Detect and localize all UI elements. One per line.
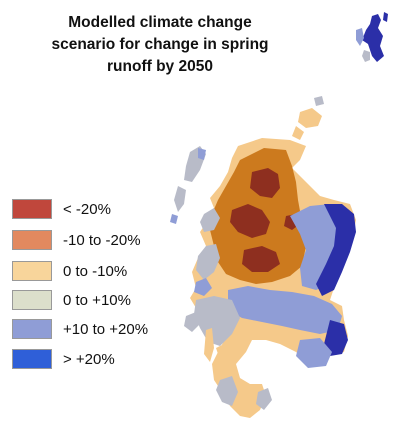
legend-swatch	[12, 319, 52, 339]
shetland-islands	[356, 12, 388, 62]
mull	[194, 278, 212, 296]
orkney-islands	[292, 96, 324, 140]
galloway-grey	[216, 376, 238, 406]
inner-islands	[184, 278, 228, 362]
outer-hebrides	[170, 146, 206, 224]
legend-label: 0 to -10%	[63, 262, 128, 280]
islay	[184, 312, 200, 332]
legend-item-plus-10-to-plus-20: +10 to +20%	[12, 318, 148, 340]
map-title: Modelled climate change scenario for cha…	[42, 12, 278, 78]
legend-label: < -20%	[63, 200, 111, 218]
legend-item-0-to-minus-10: 0 to -10%	[12, 260, 127, 282]
orkney-mainland	[298, 108, 322, 128]
skye-grey	[200, 208, 220, 232]
arran	[216, 344, 228, 360]
east-lothian-dark-blue	[324, 320, 348, 356]
jura	[200, 300, 208, 316]
lewis-north	[198, 148, 206, 160]
title-line-3: runoff by 2050	[107, 58, 213, 75]
orkney-hoy	[292, 126, 304, 140]
uist	[174, 186, 186, 212]
kintyre	[204, 328, 214, 362]
shetland-mainland	[362, 14, 384, 62]
dark-red-patches	[230, 168, 300, 272]
shetland-south	[362, 50, 370, 62]
central-belt-light-blue	[228, 286, 342, 334]
legend-item-0-to-plus-10: 0 to +10%	[12, 289, 131, 311]
northeast-dark-blue	[316, 204, 356, 296]
south-grey-patch	[256, 388, 272, 410]
legend-label: +10 to +20%	[63, 320, 149, 338]
legend-swatch	[12, 290, 52, 310]
legend-item-gt-plus-20: > +20%	[12, 348, 115, 370]
legend-label: 0 to +10%	[63, 291, 131, 309]
west-coast-grey	[196, 244, 220, 280]
barra	[170, 214, 178, 224]
legend-swatch	[12, 230, 52, 250]
dark-red-north	[250, 168, 280, 198]
legend-swatch	[12, 261, 52, 281]
dark-red-central	[230, 204, 270, 238]
dark-red-south	[242, 246, 280, 272]
shetland-north-isle	[383, 12, 388, 22]
orkney-north	[314, 96, 324, 106]
title-line-1: Modelled climate change	[68, 14, 252, 31]
legend-label: > +20%	[63, 350, 115, 368]
legend-item-lt-minus-20: < -20%	[12, 198, 111, 220]
legend-item-minus-10-to-minus-20: -10 to -20%	[12, 229, 141, 251]
shetland-west	[356, 28, 364, 46]
title-line-2: scenario for change in spring	[51, 36, 269, 53]
legend-swatch	[12, 199, 52, 219]
borders-light-blue	[296, 338, 332, 368]
legend-label: -10 to -20%	[63, 231, 141, 249]
legend-swatch	[12, 349, 52, 369]
